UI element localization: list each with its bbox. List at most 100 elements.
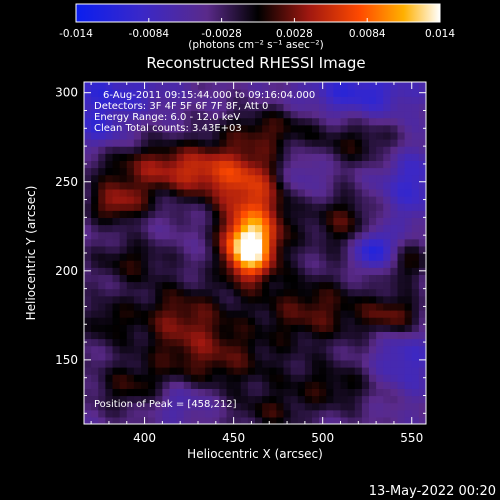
heatmap-cell [354, 274, 363, 283]
heatmap-cell [169, 409, 178, 418]
heatmap-cell [383, 395, 391, 404]
heatmap-cell [326, 89, 334, 97]
heatmap-cell [369, 139, 377, 147]
heatmap-cell [233, 146, 242, 154]
heatmap-cell [141, 131, 149, 140]
heatmap-cell [198, 117, 206, 126]
heatmap-cell [226, 302, 235, 311]
heatmap-cell [369, 245, 377, 254]
heatmap-cell [290, 302, 299, 311]
heatmap-cell [326, 238, 334, 247]
heatmap-cell [91, 359, 99, 368]
heatmap-cell [112, 210, 121, 218]
heatmap-cell [226, 160, 235, 169]
heatmap-cell [212, 203, 220, 211]
heatmap-cell [319, 203, 327, 211]
heatmap-cell [404, 167, 413, 176]
heatmap-cell [326, 352, 334, 361]
heatmap-cell [283, 139, 292, 147]
heatmap-cell [397, 345, 406, 354]
heatmap-cell [183, 267, 192, 275]
heatmap-cell [269, 345, 277, 354]
heatmap-cell [84, 317, 92, 325]
heatmap-cell [169, 146, 178, 154]
heatmap-cell [255, 181, 263, 190]
heatmap-cell [119, 295, 128, 304]
heatmap-cell [312, 245, 320, 254]
heatmap-cell [297, 345, 306, 354]
heatmap-cell [326, 167, 334, 176]
heatmap-cell [354, 345, 363, 354]
heatmap-cell [183, 409, 192, 418]
heatmap-cell [176, 153, 185, 161]
heatmap-cell [290, 402, 299, 411]
heatmap-cell [397, 317, 406, 325]
heatmap-cell [354, 153, 363, 161]
heatmap-cell [276, 345, 285, 354]
heatmap-cell [91, 89, 99, 97]
heatmap-cell [347, 103, 356, 112]
heatmap-cell [119, 131, 128, 140]
heatmap-cell [304, 288, 313, 297]
heatmap-cell [148, 281, 156, 290]
heatmap-cell [141, 117, 149, 126]
heatmap-cell [148, 416, 156, 424]
heatmap-cell [304, 359, 313, 368]
heatmap-cell [269, 124, 277, 133]
heatmap-cell [283, 110, 292, 119]
heatmap-cell [312, 338, 320, 347]
heatmap-cell [126, 131, 135, 140]
heatmap-cell [347, 317, 356, 325]
heatmap-cell [333, 388, 342, 397]
heatmap-cell [297, 338, 306, 347]
heatmap-cell [98, 89, 106, 97]
heatmap-cell [219, 146, 228, 154]
heatmap-cell [397, 267, 406, 275]
heatmap-cell [418, 331, 426, 340]
heatmap-cell [226, 217, 235, 226]
heatmap-cell [219, 274, 228, 283]
heatmap-cell [141, 367, 149, 375]
heatmap-cell [148, 331, 156, 340]
heatmap-cell [304, 89, 313, 97]
heatmap-cell [347, 117, 356, 126]
heatmap-cell [276, 203, 285, 211]
heatmap-cell [190, 196, 199, 204]
heatmap-cell [418, 367, 426, 375]
heatmap-cell [404, 174, 413, 183]
heatmap-cell [290, 310, 299, 318]
heatmap-cell [119, 253, 128, 261]
heatmap-cell [190, 381, 199, 389]
heatmap-cell [240, 82, 249, 90]
heatmap-cell [126, 310, 135, 318]
heatmap-cell [262, 217, 270, 226]
heatmap-cell [169, 217, 178, 226]
heatmap-cell [212, 267, 220, 275]
heatmap-cell [205, 374, 213, 382]
heatmap-cell [91, 238, 99, 247]
heatmap-cell [112, 359, 121, 368]
heatmap-cell [376, 210, 384, 218]
heatmap-cell [219, 374, 228, 382]
colorbar-ticks: -0.014 -0.0084 -0.0028 0.0028 0.0084 0.014 [59, 18, 455, 40]
heatmap-cell [112, 338, 121, 347]
heatmap-cell [91, 131, 99, 140]
heatmap-cell [404, 274, 413, 283]
heatmap-cell [297, 302, 306, 311]
heatmap-cell [290, 188, 299, 197]
heatmap-cell [198, 274, 206, 283]
heatmap-cell [205, 345, 213, 354]
heatmap-cell [91, 295, 99, 304]
heatmap-cell [169, 402, 178, 411]
heatmap-cell [176, 124, 185, 133]
heatmap-cell [190, 210, 199, 218]
heatmap-cell [333, 324, 342, 332]
heatmap-cell [176, 345, 185, 354]
heatmap-cell [361, 302, 370, 311]
heatmap-cell [312, 374, 320, 382]
heatmap-cell [126, 203, 135, 211]
heatmap-cell [255, 139, 263, 147]
heatmap-cell [133, 82, 142, 90]
heatmap-cell [397, 103, 406, 112]
heatmap-cell [212, 260, 220, 268]
